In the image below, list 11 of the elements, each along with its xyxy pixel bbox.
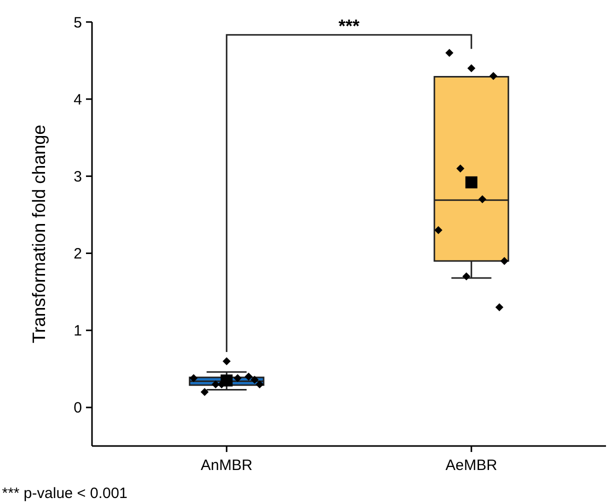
- y-tick-label: 2: [74, 246, 82, 263]
- y-tick-label: 4: [74, 91, 82, 108]
- y-tick-label: 3: [74, 168, 82, 186]
- x-tick-label: AeMBR: [446, 457, 498, 474]
- annotation: ***: [338, 16, 360, 36]
- y-tick-label: 0: [74, 400, 82, 417]
- y-tick-label: 5: [74, 14, 82, 32]
- x-tick-label: AnMBR: [200, 457, 253, 474]
- y-axis-title: Transformation fold change: [29, 124, 49, 344]
- y-tick-label: 1: [74, 322, 82, 340]
- text: *** p-value < 0.001: [2, 485, 128, 502]
